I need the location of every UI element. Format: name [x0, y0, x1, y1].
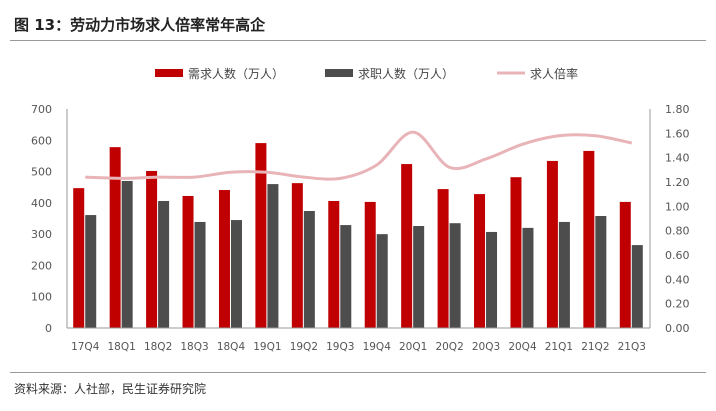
bar-demand	[546, 160, 558, 328]
bar-demand	[510, 177, 522, 328]
x-tick: 20Q2	[435, 341, 463, 353]
bar-demand	[73, 188, 85, 328]
bar-jobseekers	[230, 220, 242, 328]
legend-swatch	[325, 69, 353, 77]
bar-jobseekers	[85, 215, 97, 328]
figure-title: 图 13：劳动力市场求人倍率常年高企	[14, 16, 266, 34]
x-tick: 20Q4	[508, 341, 537, 353]
bar-demand	[255, 143, 267, 328]
bar-demand	[218, 190, 230, 328]
x-tick: 19Q4	[363, 341, 392, 353]
y-left-tick: 200	[31, 259, 52, 272]
bar-jobseekers	[303, 210, 315, 328]
bar-jobseekers	[194, 221, 206, 328]
y-right-tick: 0.80	[665, 225, 690, 238]
source-note: 资料来源：人社部，民生证券研究院	[14, 382, 207, 396]
x-tick: 19Q3	[326, 341, 354, 353]
y-right-tick: 1.00	[665, 200, 690, 213]
y-left-tick: 400	[31, 197, 52, 210]
x-tick: 20Q3	[472, 341, 500, 353]
x-tick: 20Q1	[399, 341, 427, 353]
y-right-tick: 1.80	[665, 103, 690, 116]
bar-demand	[328, 200, 340, 328]
y-left-tick: 700	[31, 103, 52, 116]
y-right-tick: 0.60	[665, 249, 690, 262]
bar-demand	[364, 201, 376, 328]
y-left-tick: 0	[45, 322, 52, 335]
line-ratio	[85, 130, 633, 181]
x-tick: 17Q4	[71, 341, 100, 353]
y-left-tick: 600	[31, 134, 52, 147]
bar-jobseekers	[413, 226, 425, 328]
title-divider	[10, 40, 706, 41]
bar-jobseekers	[340, 225, 352, 328]
legend-label: 求职人数（万人）	[358, 66, 454, 81]
bar-jobseekers	[595, 215, 607, 328]
x-tick: 21Q1	[545, 341, 573, 353]
y-right-tick: 0.20	[665, 298, 690, 311]
bar-demand	[146, 170, 158, 328]
bar-jobseekers	[121, 180, 133, 328]
y-left-tick: 300	[31, 228, 52, 241]
y-right-tick: 0.40	[665, 273, 690, 286]
legend-swatch	[155, 69, 183, 77]
y-left-tick: 500	[31, 166, 52, 179]
bar-jobseekers	[158, 200, 170, 328]
x-tick: 21Q2	[581, 341, 609, 353]
legend-label: 求人倍率	[530, 66, 578, 81]
bar-demand	[474, 194, 486, 328]
bar-jobseekers	[376, 234, 388, 328]
bar-demand	[583, 150, 595, 328]
bar-demand	[619, 201, 631, 328]
x-tick: 18Q2	[144, 341, 172, 353]
bar-demand	[437, 189, 449, 328]
x-tick: 18Q3	[180, 341, 208, 353]
bar-jobseekers	[267, 184, 279, 328]
x-tick: 21Q3	[618, 341, 646, 353]
bar-jobseekers	[631, 245, 643, 328]
y-right-tick: 1.40	[665, 152, 690, 165]
bar-jobseekers	[558, 221, 570, 328]
x-tick: 18Q1	[108, 341, 136, 353]
bar-demand	[182, 195, 194, 328]
legend-label: 需求人数（万人）	[188, 66, 284, 81]
y-right-tick: 0.00	[665, 322, 690, 335]
y-left-tick: 100	[31, 291, 52, 304]
x-tick: 19Q1	[253, 341, 281, 353]
source-divider	[10, 372, 706, 373]
bar-demand	[291, 183, 303, 328]
bar-demand	[109, 147, 121, 328]
bar-jobseekers	[522, 227, 534, 328]
bar-jobseekers	[449, 223, 461, 328]
bar-demand	[401, 164, 413, 328]
y-right-tick: 1.60	[665, 127, 690, 140]
bar-jobseekers	[486, 231, 498, 328]
y-right-tick: 1.20	[665, 176, 690, 189]
x-tick: 19Q2	[290, 341, 318, 353]
x-tick: 18Q4	[217, 341, 246, 353]
